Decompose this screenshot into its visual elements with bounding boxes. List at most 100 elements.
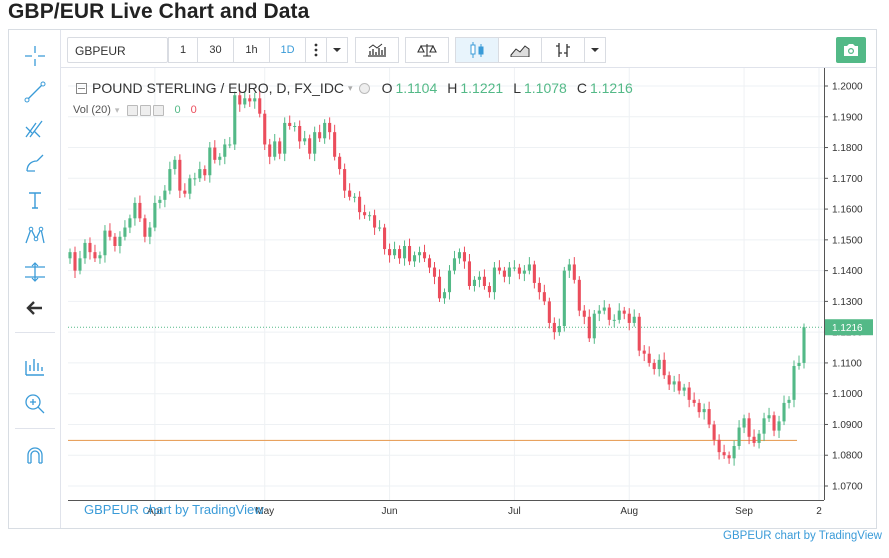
candle-body [502,270,506,277]
volume-legend: Vol (20) ▾ 0 0 [73,104,197,116]
candle-body [233,95,237,145]
close-value: 1.1216 [589,80,633,96]
candle-body [143,218,147,237]
candle-body [597,310,601,314]
candle-body [358,196,362,213]
candle-body [747,418,751,437]
candle-body [193,178,197,180]
interval-dropdown-chevron-icon[interactable] [326,37,348,63]
area-chart-type-icon[interactable] [498,37,542,63]
candle-body [108,230,112,237]
price-axis-label: 1.1000 [832,389,863,400]
chart-pane[interactable]: 1.2000 1.1900 1.1800 1.1700 1.1600 1.1500 1.14… [68,68,876,528]
volume-value-1: 0 [174,104,181,116]
candlestick-chart[interactable]: 1.2000 1.1900 1.1800 1.1700 1.1600 1.1500 1.14… [68,68,876,528]
crosshair-icon[interactable] [17,40,53,72]
price-axis-label: 1.1500 [832,235,863,246]
compare-icon[interactable] [405,37,449,63]
volume-chevron-icon[interactable]: ▾ [114,104,120,115]
footer-tradingview-link[interactable]: GBPEUR chart by TradingView [723,530,882,542]
timeframe-button-1d[interactable]: 1D [269,37,306,63]
candle-body [338,156,342,170]
candle-body [68,252,72,259]
candle-body [587,316,591,339]
candle-body [73,252,77,271]
candle-body [642,350,646,354]
volume-eye-icon[interactable] [127,104,139,116]
candle-body [487,286,491,293]
candle-body [78,258,82,271]
candle-body [248,98,252,102]
candle-body [93,252,97,259]
candle-body [732,446,736,459]
trend-line-icon[interactable] [17,76,53,108]
candle-body [253,98,257,102]
candle-body [283,122,287,154]
high-label: H [447,80,458,96]
candle-body [547,301,551,323]
text-tool-icon[interactable] [17,184,53,216]
more-intervals-icon[interactable] [305,37,327,63]
eye-icon[interactable] [358,82,370,94]
candle-body [138,202,142,219]
open-value: 1.1104 [395,80,438,96]
price-axis-label: 1.1800 [832,143,863,154]
candle-body [422,252,427,259]
candle-body [612,319,616,321]
candles-chart-type-icon[interactable] [455,37,499,63]
candle-body [128,218,132,228]
price-axis-label: 1.1900 [832,112,863,123]
candle-body [218,156,222,160]
price-axis-label: 1.0900 [832,420,863,431]
bars-chart-type-icon[interactable] [541,37,585,63]
prediction-icon[interactable] [17,256,53,288]
price-axis-label: 1.1700 [832,174,863,185]
candle-body [592,313,596,339]
measure-icon[interactable] [17,350,53,382]
candle-body [168,169,172,191]
candle-body [667,375,671,385]
candle-body [567,264,571,271]
chart-type-dropdown-chevron-icon[interactable] [584,37,606,63]
candle-body [198,169,202,179]
candle-body [223,144,227,157]
candle-body [757,433,761,443]
snapshot-camera-icon[interactable] [836,37,866,63]
legend-chevron-icon[interactable]: ▾ [348,82,353,93]
candle-body [562,270,566,326]
symbol-description: POUND STERLING / EURO, D, FX_IDC [92,80,345,96]
timeframe-button-1h[interactable]: 1h [233,37,270,63]
collapse-legend-icon[interactable] [76,82,87,94]
candle-body [203,169,207,176]
candle-body [243,98,247,105]
candle-body [273,141,277,157]
pattern-icon[interactable] [17,220,53,252]
zoom-in-icon[interactable] [17,388,53,420]
last-price-badge [825,319,873,336]
candle-body [752,436,756,443]
chart-watermark[interactable]: GBPEUR chart by TradingView [84,502,264,517]
indicators-icon[interactable] [355,37,399,63]
low-label: L [513,80,521,96]
candle-body [482,276,486,286]
candle-body [457,252,462,259]
drawing-toolbar [9,30,61,528]
hide-toolbar-arrow-icon[interactable] [17,292,53,324]
volume-settings-icon[interactable] [140,104,152,116]
candle-body [507,267,511,277]
fib-tools-icon[interactable] [17,112,53,144]
candle-body [378,227,382,229]
candle-body [657,359,661,370]
timeframe-button-1[interactable]: 1 [168,37,198,63]
candle-body [323,122,327,139]
candle-body [542,292,546,302]
volume-study-label: Vol (20) [73,104,111,116]
candle-body [417,252,422,256]
timeframe-button-30[interactable]: 30 [197,37,234,63]
symbol-search-input[interactable]: GBPEUR [67,37,168,63]
brush-icon[interactable] [17,148,53,180]
candle-body [313,132,317,154]
volume-remove-icon[interactable] [153,104,165,116]
candle-body [677,381,681,391]
magnet-icon[interactable] [17,440,53,472]
